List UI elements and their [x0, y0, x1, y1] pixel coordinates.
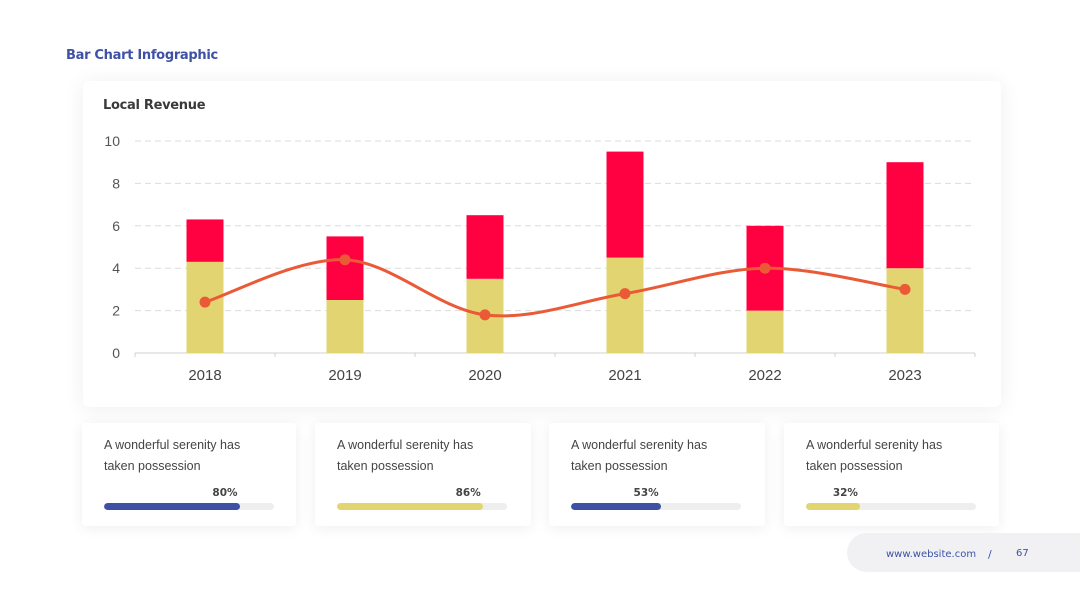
stat-percent-label: 80%: [212, 487, 238, 499]
y-tick-label: 6: [112, 218, 120, 234]
y-tick-label: 10: [104, 133, 120, 149]
stat-card-3: A wonderful serenity has taken possessio…: [549, 423, 765, 526]
stat-text: A wonderful serenity has taken possessio…: [104, 438, 241, 473]
y-tick-label: 2: [112, 303, 120, 319]
line-point: [199, 296, 211, 308]
x-tick-label: 2018: [188, 367, 221, 384]
progress-track: [104, 503, 274, 510]
stat-text: A wonderful serenity has taken possessio…: [806, 438, 943, 473]
progress-fill: [806, 503, 861, 510]
chart-title: Local Revenue: [103, 98, 206, 113]
stat-card-2: A wonderful serenity has taken possessio…: [315, 423, 531, 526]
revenue-chart: 0 2 4 6 8 10 2018 2019 2020 2021 2022 2023: [104, 133, 976, 384]
bar-segment-lower: [886, 268, 924, 353]
line-point: [339, 254, 351, 266]
y-tick-label: 4: [112, 260, 120, 276]
stat-card-4: A wonderful serenity has taken possessio…: [784, 423, 999, 526]
x-tick-label: 2021: [608, 367, 641, 384]
line-point: [479, 309, 491, 321]
stat-text: A wonderful serenity has taken possessio…: [571, 438, 708, 473]
x-tick-label: 2019: [328, 367, 361, 384]
page-number: 67: [1016, 548, 1029, 559]
stat-text: A wonderful serenity has taken possessio…: [337, 438, 474, 473]
stat-percent-label: 86%: [455, 487, 481, 499]
bar-segment-upper: [186, 219, 224, 262]
progress-fill: [571, 503, 662, 510]
y-tick-label: 0: [112, 345, 120, 361]
stat-percent-label: 53%: [633, 487, 659, 499]
line-point: [899, 283, 911, 295]
stat-percent-label: 32%: [832, 487, 858, 499]
line-point: [619, 288, 631, 300]
bar-segment-upper: [326, 236, 364, 300]
slide-title: Bar Chart Infographic: [66, 48, 218, 63]
bar-segment-upper: [886, 162, 924, 269]
progress-track: [571, 503, 741, 510]
x-tick-label: 2022: [748, 367, 781, 384]
bar-segment-upper: [606, 151, 644, 258]
progress-track: [806, 503, 976, 510]
progress-fill: [337, 503, 484, 510]
bar-segment-lower: [606, 257, 644, 353]
line-point: [759, 262, 771, 274]
footer-pill: [847, 533, 1080, 572]
y-tick-label: 8: [112, 175, 120, 191]
bar-segment-lower: [746, 310, 784, 353]
progress-track: [337, 503, 507, 510]
footer-separator: /: [988, 548, 992, 561]
bar-segment-lower: [326, 300, 364, 353]
x-tick-label: 2020: [468, 367, 501, 384]
bar-segment-upper: [466, 215, 504, 279]
progress-fill: [104, 503, 240, 510]
stat-card-1: A wonderful serenity has taken possessio…: [82, 423, 296, 526]
footer-url[interactable]: www.website.com: [886, 549, 977, 560]
revenue-trend-line: [203, 258, 907, 318]
x-tick-label: 2023: [888, 367, 921, 384]
